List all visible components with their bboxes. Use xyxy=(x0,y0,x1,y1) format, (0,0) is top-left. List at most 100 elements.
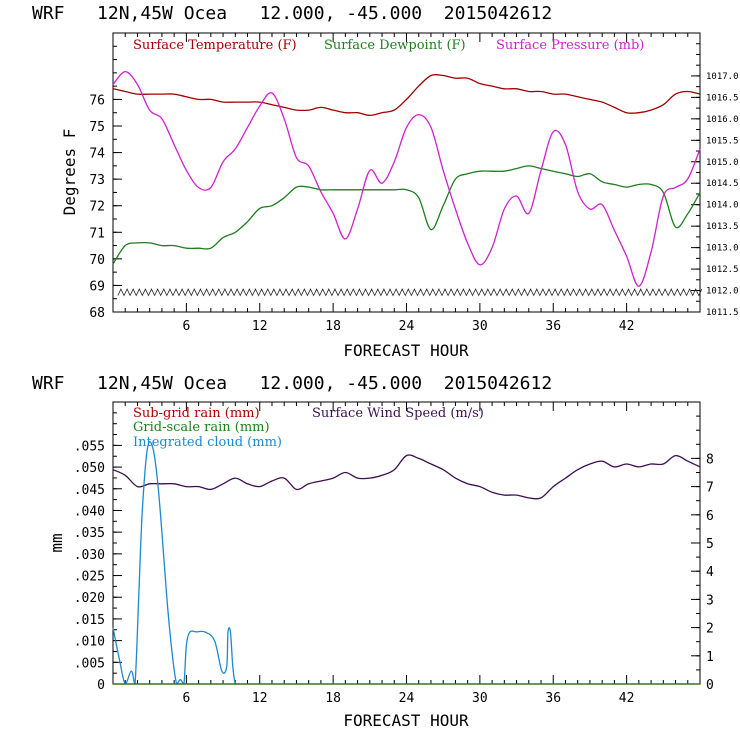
x-tick-label: 6 xyxy=(182,319,190,334)
point-surface-temperature-f xyxy=(638,112,639,113)
point-integrated-cloud-mm xyxy=(166,597,167,598)
point-surface-wind-speed-m-s xyxy=(553,486,554,487)
point-surface-pressure-mb xyxy=(112,84,113,85)
point-surface-dewpoint-f xyxy=(467,173,468,174)
x-tick-label: 36 xyxy=(545,691,561,706)
point-integrated-cloud-mm xyxy=(171,649,172,650)
point-surface-temperature-f xyxy=(174,94,175,95)
point-surface-wind-speed-m-s xyxy=(320,480,321,481)
chart1-xlabel: FORECAST HOUR xyxy=(343,341,469,360)
point-surface-pressure-mb xyxy=(699,148,700,149)
point-surface-wind-speed-m-s xyxy=(577,469,578,470)
point-surface-pressure-mb xyxy=(394,161,395,162)
point-surface-wind-speed-m-s xyxy=(528,497,529,498)
point-integrated-cloud-mm xyxy=(142,510,143,511)
point-surface-pressure-mb xyxy=(161,118,162,119)
point-surface-temperature-f xyxy=(516,88,517,89)
y2-tick-label: 3 xyxy=(706,593,714,608)
y-tick-label: 72 xyxy=(89,200,105,215)
point-surface-wind-speed-m-s xyxy=(149,483,150,484)
point-surface-wind-speed-m-s xyxy=(479,486,480,487)
point-surface-temperature-f xyxy=(430,75,431,76)
point-surface-wind-speed-m-s xyxy=(174,483,175,484)
x-tick-label: 6 xyxy=(182,691,190,706)
y-tick-label: 70 xyxy=(89,253,105,268)
point-surface-dewpoint-f xyxy=(149,242,150,243)
y2-tick-label: 1015.5 xyxy=(706,136,739,146)
point-surface-dewpoint-f xyxy=(125,245,126,246)
point-surface-temperature-f xyxy=(369,115,370,116)
legend-wind-speed: Surface Wind Speed (m/s) xyxy=(312,406,484,421)
point-integrated-cloud-mm xyxy=(189,631,190,632)
point-surface-wind-speed-m-s xyxy=(467,483,468,484)
point-surface-wind-speed-m-s xyxy=(650,463,651,464)
point-surface-pressure-mb xyxy=(174,144,175,145)
point-surface-dewpoint-f xyxy=(516,168,517,169)
point-surface-pressure-mb xyxy=(504,208,505,209)
point-surface-wind-speed-m-s xyxy=(271,480,272,481)
point-surface-pressure-mb xyxy=(137,84,138,85)
x-tick-label: 24 xyxy=(399,319,415,334)
y-tick-label: .005 xyxy=(74,656,105,671)
point-surface-dewpoint-f xyxy=(174,245,175,246)
point-surface-wind-speed-m-s xyxy=(381,475,382,476)
point-surface-dewpoint-f xyxy=(210,248,211,249)
point-surface-pressure-mb xyxy=(443,170,444,171)
point-surface-wind-speed-m-s xyxy=(430,463,431,464)
point-surface-temperature-f xyxy=(614,107,615,108)
point-surface-wind-speed-m-s xyxy=(687,461,688,462)
point-surface-temperature-f xyxy=(333,109,334,110)
point-surface-wind-speed-m-s xyxy=(345,472,346,473)
legend-surface-pressure: Surface Pressure (mb) xyxy=(496,38,644,53)
point-surface-dewpoint-f xyxy=(565,173,566,174)
point-integrated-cloud-mm xyxy=(214,640,215,641)
point-surface-temperature-f xyxy=(565,94,566,95)
point-surface-dewpoint-f xyxy=(198,248,199,249)
point-grid-scale-rain-mm xyxy=(112,683,113,684)
point-surface-wind-speed-m-s xyxy=(614,466,615,467)
point-surface-wind-speed-m-s xyxy=(235,478,236,479)
point-surface-wind-speed-m-s xyxy=(357,478,358,479)
point-surface-wind-speed-m-s xyxy=(602,461,603,462)
point-surface-wind-speed-m-s xyxy=(161,483,162,484)
point-surface-temperature-f xyxy=(418,86,419,87)
point-surface-pressure-mb xyxy=(467,243,468,244)
point-surface-pressure-mb xyxy=(516,196,517,197)
point-surface-dewpoint-f xyxy=(296,187,297,188)
point-surface-temperature-f xyxy=(112,88,113,89)
legend-subgrid-rain: Sub-grid rain (mm) xyxy=(133,406,260,421)
legend-surface-dewpoint: Surface Dewpoint (F) xyxy=(324,38,466,53)
point-integrated-cloud-mm xyxy=(119,657,120,658)
precip-wind-meteogram: WRF 12N,45W Ocea 12.000, -45.000 2015042… xyxy=(32,373,714,730)
point-surface-dewpoint-f xyxy=(247,221,248,222)
x-tick-label: 42 xyxy=(619,691,635,706)
point-surface-pressure-mb xyxy=(663,196,664,197)
point-integrated-cloud-mm xyxy=(226,666,227,667)
point-surface-wind-speed-m-s xyxy=(663,463,664,464)
point-surface-pressure-mb xyxy=(345,238,346,239)
point-grid-scale-rain-mm xyxy=(699,683,700,684)
y2-tick-label: 1013.5 xyxy=(706,222,739,232)
point-surface-wind-speed-m-s xyxy=(492,492,493,493)
point-surface-wind-speed-m-s xyxy=(125,475,126,476)
point-integrated-cloud-mm xyxy=(161,532,162,533)
point-surface-temperature-f xyxy=(345,112,346,113)
point-surface-dewpoint-f xyxy=(186,248,187,249)
y-tick-label: .030 xyxy=(74,548,105,563)
point-surface-temperature-f xyxy=(675,94,676,95)
y2-tick-label: 2 xyxy=(706,622,714,637)
point-surface-wind-speed-m-s xyxy=(259,486,260,487)
point-surface-dewpoint-f xyxy=(663,192,664,193)
y2-tick-label: 1 xyxy=(706,650,714,665)
chart1-header: WRF 12N,45W Ocea 12.000, -45.000 2015042… xyxy=(32,3,552,24)
point-surface-temperature-f xyxy=(577,96,578,97)
point-surface-wind-speed-m-s xyxy=(308,483,309,484)
point-surface-dewpoint-f xyxy=(284,197,285,198)
point-surface-dewpoint-f xyxy=(235,232,236,233)
point-surface-pressure-mb xyxy=(186,170,187,171)
point-surface-pressure-mb xyxy=(430,127,431,128)
point-surface-temperature-f xyxy=(589,99,590,100)
point-surface-dewpoint-f xyxy=(699,192,700,193)
point-surface-wind-speed-m-s xyxy=(675,455,676,456)
y-tick-label: .025 xyxy=(74,570,105,585)
